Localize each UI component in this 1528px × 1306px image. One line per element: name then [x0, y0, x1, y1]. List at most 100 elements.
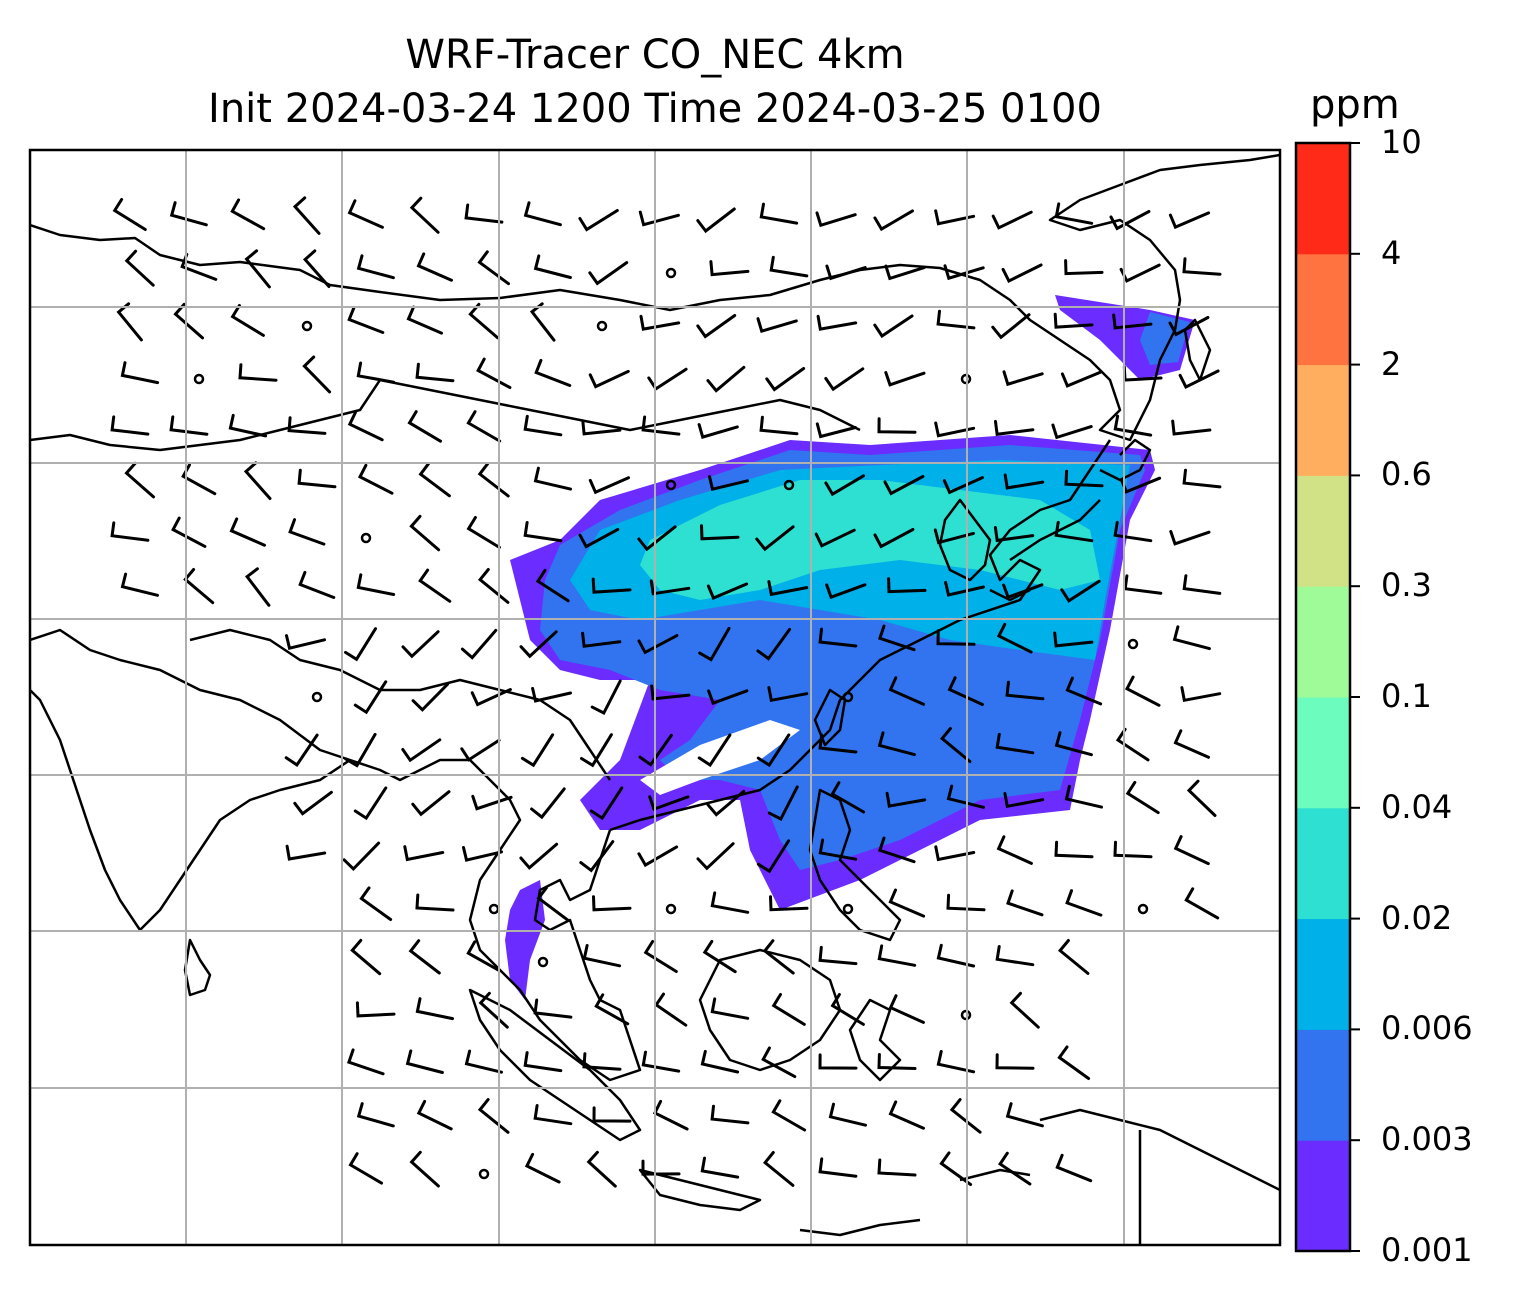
wind-barb: [696, 207, 736, 234]
wind-barb: [344, 627, 377, 662]
colorbar-segment: [1296, 1029, 1350, 1141]
wind-barb: [1168, 316, 1210, 337]
wind-barb: [643, 940, 678, 973]
wind-barb: [641, 415, 681, 436]
wind-barb: [702, 939, 737, 974]
wind-barb: [1053, 631, 1094, 648]
wind-barb: [767, 686, 809, 703]
wind-barb: [888, 888, 926, 918]
wind-barb: [944, 580, 985, 597]
wind-barb: [353, 680, 388, 715]
wind-barb: [873, 528, 915, 549]
wind-barb: [708, 475, 749, 492]
map-frame: [28, 148, 1282, 1247]
wind-barb: [285, 844, 327, 861]
coast-sumatra: [468, 988, 642, 1142]
colorbar-tick-label: 0.04: [1381, 787, 1453, 826]
wind-barb: [769, 255, 809, 278]
wind-barb: [533, 998, 573, 1019]
wind-barb: [765, 367, 806, 392]
wind-barb: [1182, 468, 1222, 489]
wind-barb: [697, 423, 739, 439]
wind-barb: [409, 514, 441, 552]
wind-barb: [405, 1049, 444, 1074]
colorbar-tick-label: 0.001: [1381, 1231, 1473, 1269]
calm-marker: [360, 532, 372, 544]
coast-russia-north: [30, 153, 1280, 442]
calm-marker: [665, 903, 677, 915]
wind-barb: [581, 631, 622, 648]
coast-srilanka: [183, 938, 212, 997]
wind-barb: [477, 1098, 510, 1134]
wind-barb: [120, 361, 160, 385]
wind-barb: [1065, 889, 1103, 917]
colorbar-segment: [1296, 918, 1350, 1030]
wind-barb: [996, 835, 1033, 865]
wind-barb: [815, 211, 857, 228]
wind-barb: [592, 895, 632, 912]
coast-indochina: [349, 758, 642, 1082]
colorbar-segment: [1296, 1140, 1350, 1252]
wind-barb: [706, 582, 749, 600]
calm-marker: [783, 479, 795, 491]
wind-barb: [998, 1151, 1032, 1186]
wind-barb: [756, 839, 791, 874]
wind-barb: [1054, 520, 1094, 543]
wind-barb: [406, 305, 443, 335]
wind-barb: [936, 309, 976, 330]
wind-barb: [578, 209, 619, 232]
wind-barb: [588, 369, 630, 389]
wind-barb: [1006, 889, 1044, 917]
wind-barb: [762, 939, 795, 975]
colorbar-segment: [1296, 143, 1350, 255]
wind-barb: [639, 314, 681, 331]
wind-barb: [767, 785, 799, 822]
wind-barb: [353, 786, 388, 821]
wind-barb: [529, 302, 556, 342]
coast-java: [638, 1168, 762, 1212]
wind-barb: [756, 627, 792, 661]
wind-barb: [530, 787, 566, 820]
wind-barb: [401, 630, 440, 659]
wind-barb: [460, 738, 501, 762]
wind-barb: [533, 1104, 573, 1126]
wind-barb: [883, 475, 925, 496]
wind-barb: [238, 363, 278, 382]
wind-barb: [815, 422, 857, 439]
wind-barb: [292, 196, 321, 235]
wind-barb: [284, 733, 319, 767]
colorbar-tick-label: 0.02: [1381, 898, 1453, 937]
wind-barb: [1184, 887, 1220, 920]
wind-barb: [476, 357, 512, 389]
wind-barb: [934, 209, 976, 226]
wind-barb: [347, 199, 384, 229]
wind-barb: [418, 568, 452, 603]
wind-barb: [1054, 202, 1094, 225]
wind-barb: [756, 733, 791, 768]
wind-barb: [771, 993, 806, 1026]
wind-barb: [1005, 1102, 1044, 1128]
wind-barb: [407, 410, 442, 443]
wind-barb: [936, 943, 976, 968]
coast-sulawesi: [848, 998, 902, 1082]
wind-barb: [1178, 369, 1220, 390]
wind-barb: [110, 521, 150, 542]
coast-korea: [938, 498, 992, 582]
coast-india: [30, 628, 352, 932]
wind-barb: [933, 528, 975, 545]
wind-barb: [878, 624, 916, 652]
wind-barbs: [110, 196, 1222, 1188]
wind-barb: [1003, 792, 1045, 809]
wind-barb: [1168, 211, 1211, 230]
wind-barb: [591, 577, 632, 594]
coast-taiwan: [813, 688, 847, 747]
colorbar-ticks: [1350, 142, 1360, 1252]
wind-barb: [641, 1050, 681, 1073]
wind-barb: [996, 622, 1033, 654]
wind-barb: [1057, 939, 1090, 975]
wind-barb: [285, 634, 326, 651]
wind-barb: [169, 415, 209, 436]
wind-barb: [873, 314, 914, 339]
wind-barb: [531, 686, 572, 703]
